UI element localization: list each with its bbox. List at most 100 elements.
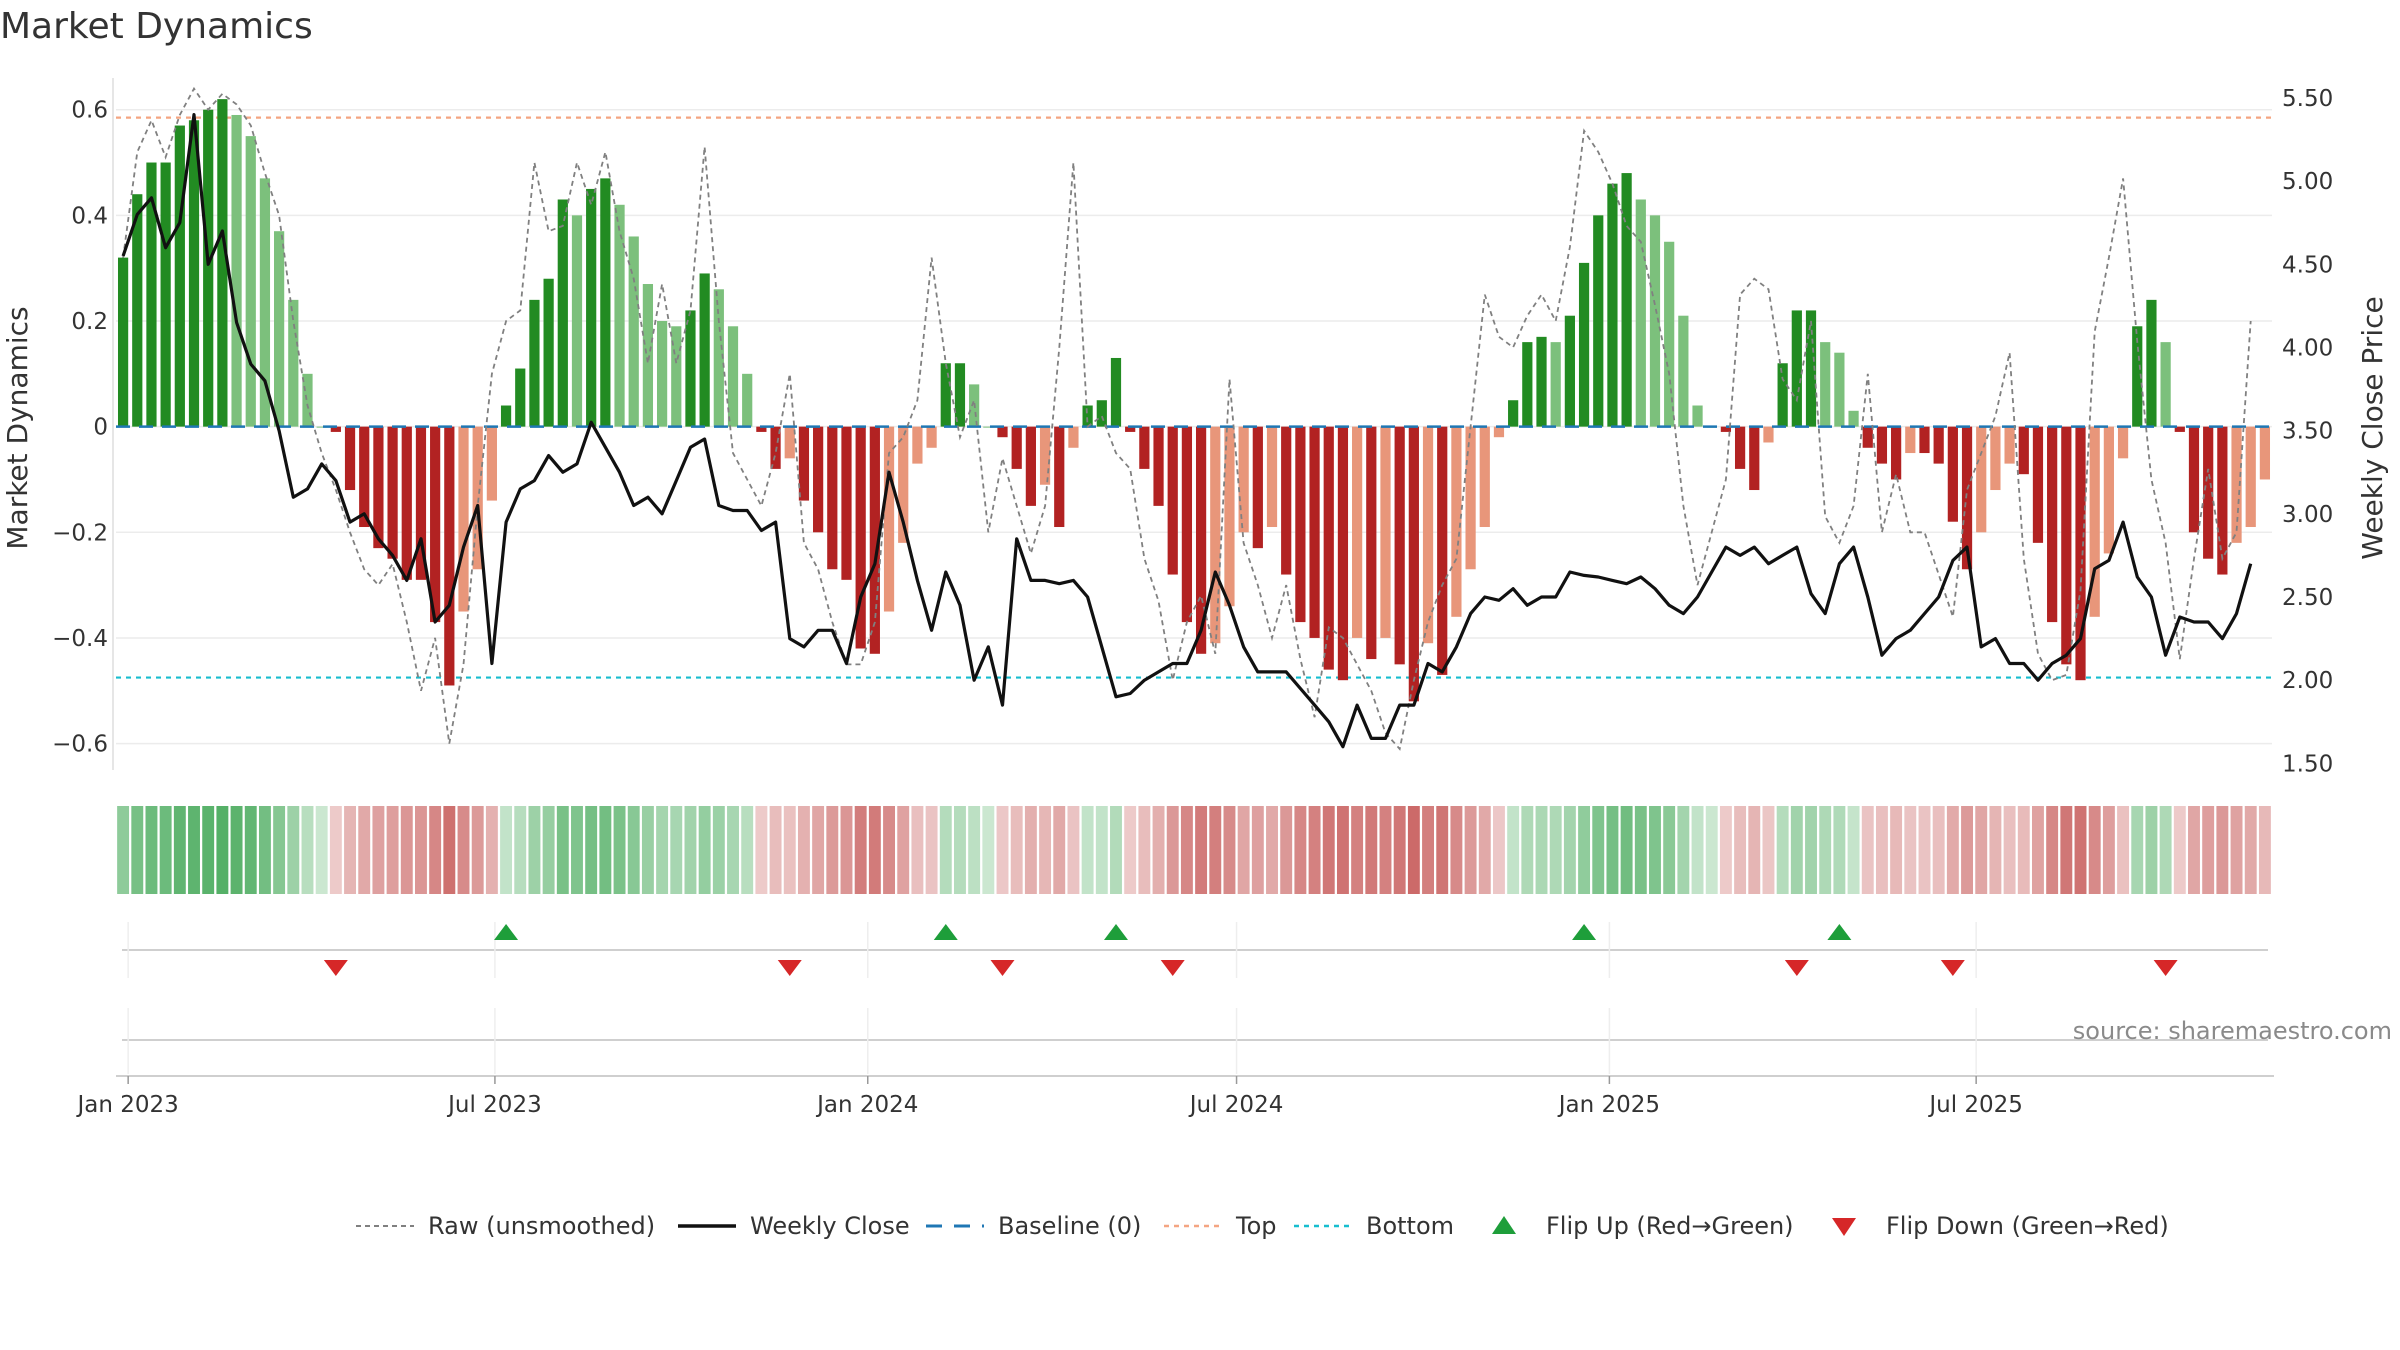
md-bar [2217, 426, 2228, 575]
md-bar [529, 299, 540, 427]
regime-cell [1010, 806, 1023, 894]
regime-cell [400, 806, 413, 894]
regime-cell [1436, 806, 1449, 894]
md-bar [784, 426, 795, 459]
x-tick-label: Jul 2025 [1927, 1092, 2023, 1118]
regime-cell [883, 806, 895, 894]
regime-cell [1904, 806, 1917, 894]
regime-cell [1237, 806, 1250, 894]
md-bar [188, 120, 200, 427]
x-tick-label: Jul 2024 [1188, 1092, 1284, 1118]
regime-cell [1592, 806, 1605, 894]
regime-cell [2102, 806, 2115, 894]
chart-title: Market Dynamics [0, 6, 313, 47]
regime-cell [1620, 806, 1633, 894]
right-tick-label: 2.00 [2282, 668, 2333, 694]
md-bar [1933, 426, 1944, 464]
regime-cell [599, 806, 612, 894]
md-bar [1210, 426, 1221, 644]
md-bar [1508, 400, 1519, 427]
regime-cell [1180, 806, 1193, 894]
left-tick-label: 0.2 [71, 309, 108, 335]
regime-cell [344, 806, 356, 894]
regime-cell [1053, 806, 1066, 894]
source-label: source: sharemaestro.com [2073, 1017, 2392, 1045]
regime-cell [500, 806, 513, 894]
md-bar [1664, 241, 1675, 427]
regime-cell [1875, 806, 1888, 894]
md-bar [1961, 426, 1973, 570]
md-bar [2103, 426, 2114, 554]
legend-item-flip_down: Flip Down (Green→Red) [1832, 1212, 2169, 1240]
md-bar [132, 194, 143, 427]
regime-cell [684, 806, 697, 894]
x-tick-label: Jan 2025 [1557, 1092, 1660, 1118]
regime-cell [1521, 806, 1534, 894]
regime-cell [741, 806, 754, 894]
md-bar [912, 426, 923, 464]
legend-item-bottom: Bottom [1294, 1212, 1454, 1240]
md-bar [898, 426, 909, 543]
regime-cell [1393, 806, 1406, 894]
md-bar [1295, 426, 1306, 623]
right-tick-label: 4.00 [2282, 335, 2333, 361]
md-bar [770, 426, 781, 469]
left-tick-label: 0 [93, 415, 108, 441]
md-bar [2004, 426, 2015, 464]
md-bar [1734, 426, 1746, 469]
md-bar [1068, 426, 1079, 448]
regime-cell [939, 806, 952, 894]
md-bar [1366, 426, 1377, 660]
regime-cell [2032, 806, 2044, 894]
right-tick-label: 1.50 [2282, 751, 2333, 777]
regime-cell [783, 806, 796, 894]
md-bar [359, 426, 370, 528]
md-bar [869, 426, 880, 654]
regime-cell [457, 806, 470, 894]
legend-item-baseline: Baseline (0) [926, 1212, 1141, 1240]
md-bar [1479, 426, 1490, 528]
regime-cell [1705, 806, 1718, 894]
md-bar [1876, 426, 1888, 464]
regime-strip [117, 806, 2271, 894]
md-bar [2245, 426, 2256, 528]
md-bar [628, 236, 639, 427]
regime-cell [2131, 806, 2144, 894]
md-bar [1919, 426, 1930, 454]
md-bar [2047, 426, 2058, 623]
md-bar [2117, 426, 2129, 459]
flip-down-marker [990, 960, 1015, 976]
md-bar [1763, 426, 1774, 443]
legend-label: Flip Up (Red→Green) [1546, 1212, 1794, 1240]
md-bar [259, 178, 271, 427]
x-tick-label: Jul 2023 [446, 1092, 542, 1118]
md-bar [288, 299, 299, 427]
flip-down-marker [1160, 960, 1185, 976]
regime-cell [1578, 806, 1591, 894]
md-bar [1550, 342, 1561, 427]
regime-cell [1280, 806, 1293, 894]
regime-cell [443, 806, 456, 894]
md-bar [373, 426, 384, 549]
md-bar [1252, 426, 1263, 549]
md-bar [1096, 400, 1107, 427]
flip-up-marker [494, 924, 519, 940]
flip-up-marker [933, 924, 958, 940]
md-bar [1195, 426, 1207, 654]
regime-cell [117, 806, 130, 894]
regime-cell [840, 806, 853, 894]
legend-label: Raw (unsmoothed) [428, 1212, 655, 1240]
regime-cell [1946, 806, 1959, 894]
regime-cell [1308, 806, 1321, 894]
md-bar [1990, 426, 2001, 491]
md-bar [1125, 426, 1136, 432]
legend-swatch [1492, 1216, 1516, 1234]
regime-cell [1024, 806, 1037, 894]
md-bar [302, 373, 313, 427]
regime-cell [1634, 806, 1647, 894]
md-bar [940, 363, 951, 427]
regime-cell [1819, 806, 1832, 894]
regime-cell [1918, 806, 1931, 894]
md-bar [1678, 315, 1689, 427]
